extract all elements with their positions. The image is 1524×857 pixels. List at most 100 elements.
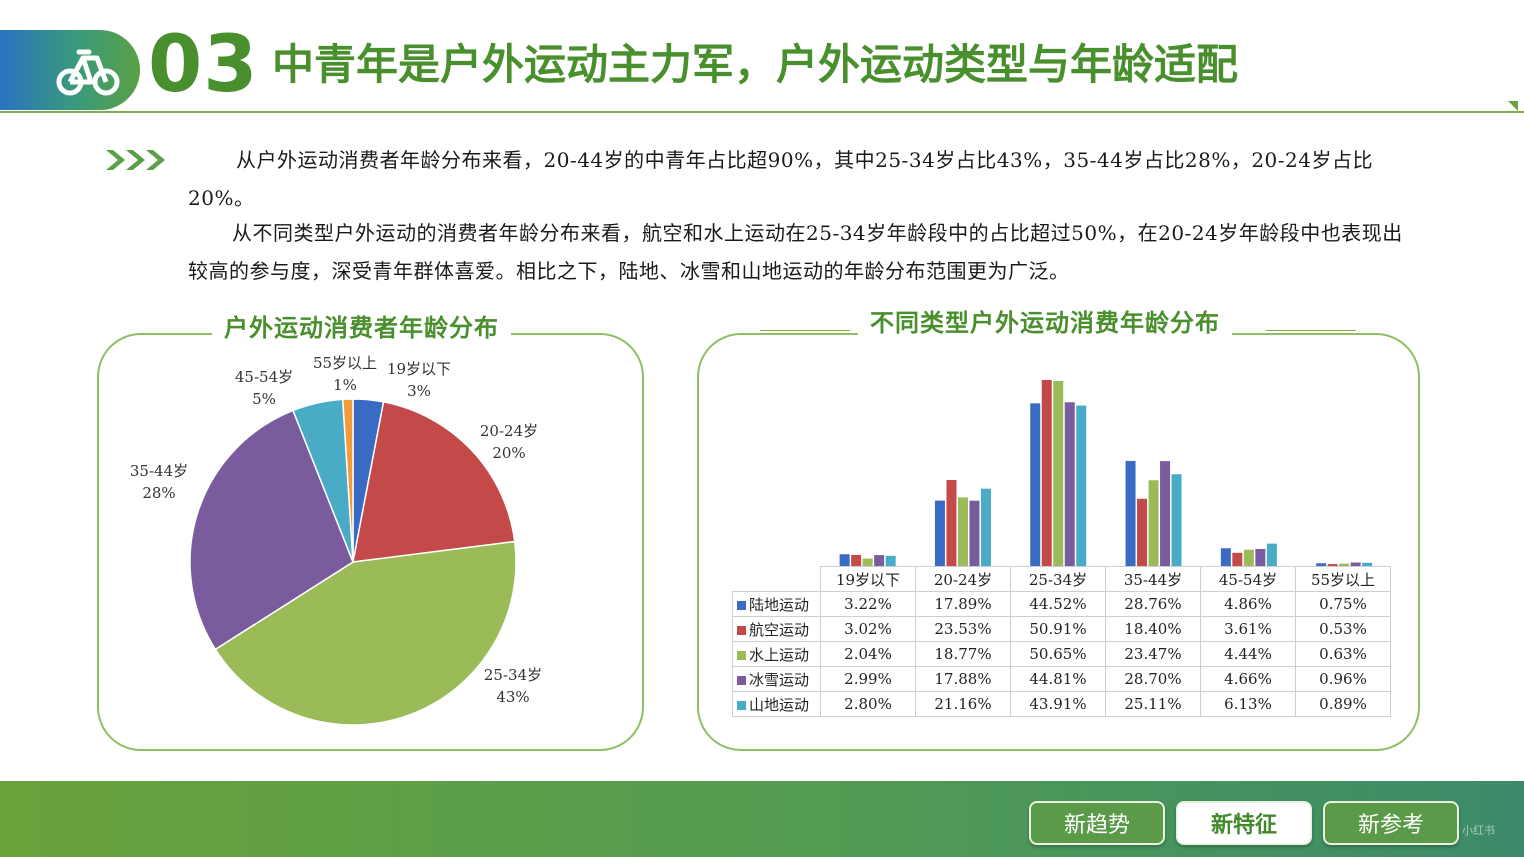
- bar-0-4: [1220, 548, 1231, 566]
- bar-2-2: [1053, 380, 1064, 566]
- pie-label-5: 55岁以上: [313, 354, 377, 372]
- legend-label: 陆地运动: [749, 595, 810, 614]
- table-cell-1-4: 3.61%: [1200, 616, 1296, 642]
- bar-chart-data-table: 19岁以下 20-24岁 25-34岁 35-44岁 45-54岁 55岁以上陆地运动 3.…: [732, 566, 1391, 717]
- pie-pct-5: 1%: [333, 376, 357, 394]
- bar-0-0: [839, 554, 850, 566]
- table-cell-1-2: 50.91%: [1010, 616, 1106, 642]
- pie-label-3: 35-44岁: [130, 462, 188, 480]
- pie-pct-3: 28%: [142, 484, 175, 502]
- pie-pct-0: 3%: [407, 382, 431, 400]
- watermark: 小红书: [1462, 824, 1495, 837]
- header-divider: [0, 111, 1524, 113]
- bar-2-3: [1148, 480, 1159, 566]
- legend-swatch: [737, 651, 746, 660]
- bar-0-3: [1125, 460, 1136, 566]
- pie-label-1: 20-24岁: [480, 422, 538, 440]
- section-number: 03: [148, 20, 259, 110]
- page-title: 中青年是户外运动主力军，户外运动类型与年龄适配: [272, 40, 1239, 89]
- bar-4-1: [980, 488, 991, 566]
- legend-label: 冰雪运动: [749, 670, 810, 689]
- bar-2-5: [1339, 563, 1350, 566]
- legend-swatch: [737, 701, 746, 710]
- nav-button-feature[interactable]: 新特征: [1176, 801, 1312, 845]
- legend-entry-1: 航空运动: [732, 616, 821, 642]
- table-cell-3-0: 2.99%: [820, 666, 916, 692]
- table-header-1: 20-24岁: [915, 566, 1011, 592]
- bar-3-3: [1160, 461, 1171, 566]
- table-cell-4-1: 21.16%: [915, 691, 1011, 717]
- table-header-0: 19岁以下: [820, 566, 916, 592]
- table-cell-0-4: 4.86%: [1200, 591, 1296, 617]
- pie-pct-1: 20%: [492, 444, 525, 462]
- intro-paragraph-1: 从户外运动消费者年龄分布来看，20-44岁的中青年占比超90%，其中25-34岁…: [188, 148, 1373, 210]
- bar-1-4: [1232, 552, 1243, 566]
- bar-2-0: [862, 558, 873, 566]
- pie-label-2: 25-34岁: [484, 666, 542, 684]
- bar-1-5: [1327, 564, 1338, 566]
- bar-chart: [839, 379, 1373, 566]
- table-cell-2-5: 0.63%: [1295, 641, 1391, 667]
- table-header-5: 55岁以上: [1295, 566, 1391, 592]
- bar-4-2: [1076, 405, 1087, 566]
- table-header-2: 25-34岁: [1010, 566, 1106, 592]
- table-cell-1-1: 23.53%: [915, 616, 1011, 642]
- table-row: 冰雪运动 2.99% 17.88% 44.81% 28.70% 4.66% 0.96%: [732, 666, 1391, 692]
- pie-slice-1: [352, 401, 516, 563]
- table-cell-4-3: 25.11%: [1105, 691, 1201, 717]
- table-cell-0-1: 17.89%: [915, 591, 1011, 617]
- bar-chart-title: 不同类型户外运动消费年龄分布: [858, 303, 1232, 338]
- table-cell-3-1: 17.88%: [915, 666, 1011, 692]
- table-cell-1-0: 3.02%: [820, 616, 916, 642]
- legend-entry-2: 水上运动: [732, 641, 821, 667]
- pie-chart-title: 户外运动消费者年龄分布: [212, 308, 511, 343]
- bar-0-1: [934, 500, 945, 566]
- bar-0-5: [1316, 563, 1327, 566]
- pie-slice-2: [214, 540, 517, 726]
- bar-4-3: [1171, 474, 1182, 566]
- bar-4-0: [885, 555, 896, 566]
- pie-label-4: 45-54岁: [235, 368, 293, 386]
- bar-0-2: [1030, 403, 1041, 566]
- legend-swatch: [737, 676, 746, 685]
- title-rule-left: [760, 330, 850, 331]
- table-cell-2-2: 50.65%: [1010, 641, 1106, 667]
- table-cell-0-0: 3.22%: [820, 591, 916, 617]
- bicycle-icon: [56, 49, 120, 96]
- bar-1-1: [946, 480, 957, 566]
- table-cell-3-2: 44.81%: [1010, 666, 1106, 692]
- table-cell-2-4: 4.44%: [1200, 641, 1296, 667]
- pie-slice-3: [189, 409, 354, 651]
- table-cell-0-5: 0.75%: [1295, 591, 1391, 617]
- table-cell-2-0: 2.04%: [820, 641, 916, 667]
- table-row: 水上运动 2.04% 18.77% 50.65% 23.47% 4.44% 0.63%: [732, 641, 1391, 667]
- header-corner-mark: [1508, 101, 1518, 111]
- title-rule-right: [1266, 330, 1356, 331]
- bar-1-0: [851, 554, 862, 566]
- bar-1-2: [1041, 379, 1052, 566]
- table-header-4: 45-54岁: [1200, 566, 1296, 592]
- nav-button-trend[interactable]: 新趋势: [1029, 801, 1165, 845]
- table-row: 山地运动 2.80% 21.16% 43.91% 25.11% 6.13% 0.89%: [732, 691, 1391, 717]
- nav-button-reference[interactable]: 新参考: [1323, 801, 1459, 845]
- legend-swatch: [737, 601, 746, 610]
- legend-entry-4: 山地运动: [732, 691, 821, 717]
- table-cell-4-5: 0.89%: [1295, 691, 1391, 717]
- bar-3-1: [969, 500, 980, 566]
- table-row: 航空运动 3.02% 23.53% 50.91% 18.40% 3.61% 0.53%: [732, 616, 1391, 642]
- pie-chart: 19岁以下 3% 20-24岁 20% 25-34岁 43% 35-44岁 28% 45-54岁…: [130, 354, 542, 726]
- table-cell-0-3: 28.76%: [1105, 591, 1201, 617]
- legend-label: 航空运动: [749, 620, 810, 639]
- table-header-3: 35-44岁: [1105, 566, 1201, 592]
- legend-label: 水上运动: [749, 645, 810, 664]
- bar-2-4: [1243, 549, 1254, 566]
- table-cell-0-2: 44.52%: [1010, 591, 1106, 617]
- table-cell-4-0: 2.80%: [820, 691, 916, 717]
- table-cell-2-3: 23.47%: [1105, 641, 1201, 667]
- table-cell-3-3: 28.70%: [1105, 666, 1201, 692]
- bar-3-5: [1350, 562, 1361, 566]
- table-corner: [732, 566, 821, 592]
- table-cell-4-2: 43.91%: [1010, 691, 1106, 717]
- legend-label: 山地运动: [749, 695, 810, 714]
- bar-3-2: [1064, 402, 1075, 566]
